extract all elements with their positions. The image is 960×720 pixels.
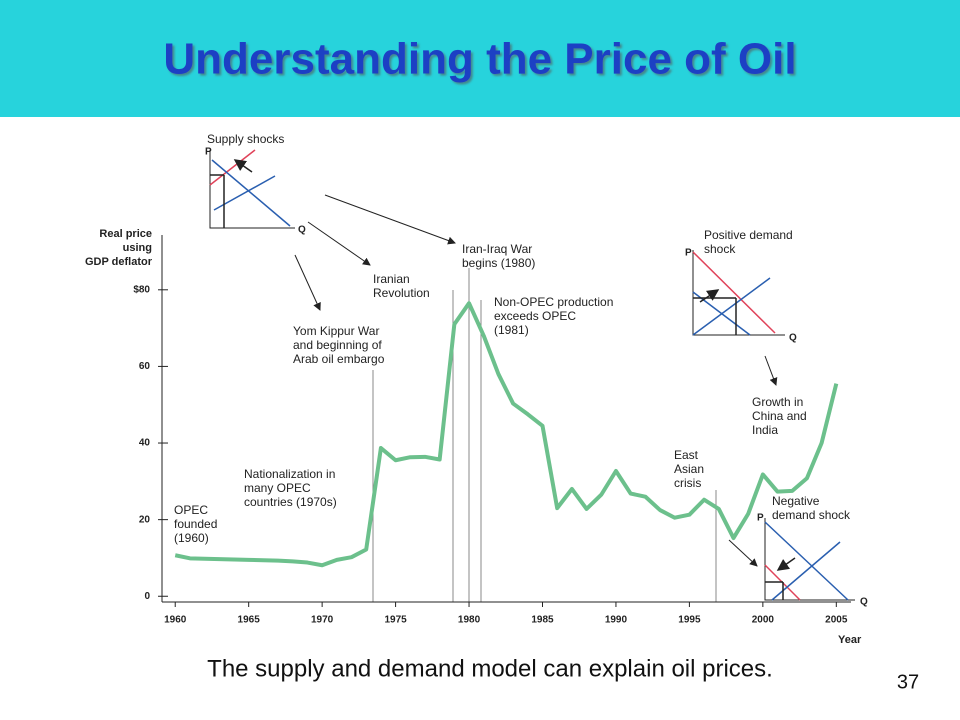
x-tick-label: 1970 (311, 615, 334, 626)
annotation: and beginning of (293, 338, 382, 352)
y-tick-label: 0 (144, 591, 150, 602)
annotation: Negative (772, 494, 820, 508)
price-line (174, 301, 839, 568)
annotation: OPEC (174, 503, 208, 517)
y-tick-label: 60 (139, 361, 151, 372)
page-number: 37 (897, 671, 919, 693)
annotation: (1981) (494, 323, 529, 337)
x-axis-label: Year (838, 634, 862, 646)
annotation: shock (704, 242, 736, 256)
annotation: exceeds OPEC (494, 309, 576, 323)
annotation: Iran-Iraq War (462, 242, 532, 256)
annotation: Yom Kippur War (293, 324, 379, 338)
inset-q: Q (298, 225, 306, 236)
annotation: founded (174, 517, 217, 531)
annotation: Asian (674, 462, 704, 476)
x-tick-label: 1980 (458, 615, 481, 626)
y-tick-label: 40 (139, 438, 151, 449)
annotation: Iranian (373, 272, 410, 286)
annotation: Arab oil embargo (293, 352, 385, 366)
y-axis-label: GDP deflator (85, 256, 153, 268)
inset-q: Q (860, 597, 868, 608)
arrows (294, 194, 778, 567)
annotation: China and (752, 409, 807, 423)
x-tick-label: 2005 (825, 615, 848, 626)
inset-p: P (205, 147, 212, 158)
y-axis-label: Real price (99, 228, 152, 240)
x-tick-label: 1990 (605, 615, 628, 626)
x-tick-label: 1985 (531, 615, 554, 626)
x-tick-label: 2000 (752, 615, 775, 626)
inset-supply (209, 149, 295, 229)
x-tick-label: 1960 (164, 615, 187, 626)
annotation: Positive demand (704, 228, 793, 242)
x-tick-label: 1995 (678, 615, 701, 626)
x-tick-label: 1975 (384, 615, 407, 626)
slide-title: Understanding the Price of Oil (163, 35, 796, 84)
annotation: many OPEC (244, 481, 311, 495)
y-axis-label: using (123, 242, 152, 254)
annotation: Growth in (752, 395, 803, 409)
x-tick-label: 1965 (238, 615, 261, 626)
annotation: demand shock (772, 508, 851, 522)
inset-positive (692, 250, 785, 336)
annotation: Supply shocks (207, 132, 284, 146)
annotation: Nationalization in (244, 467, 335, 481)
inset-q: Q (789, 333, 797, 344)
annotation: crisis (674, 476, 701, 490)
annotation: India (752, 423, 778, 437)
inset-p: P (685, 248, 692, 259)
annotation: begins (1980) (462, 256, 535, 270)
inset-p: P (757, 513, 764, 524)
annotation: (1960) (174, 531, 209, 545)
annotation: East (674, 448, 699, 462)
inset-negative (764, 518, 855, 601)
caption: The supply and demand model can explain … (207, 655, 773, 682)
y-tick-label: $80 (133, 284, 150, 295)
y-tick-label: 20 (139, 514, 151, 525)
annotation: Non-OPEC production (494, 295, 613, 309)
annotation: Revolution (373, 286, 430, 300)
annotation: countries (1970s) (244, 495, 337, 509)
header-band (0, 0, 960, 117)
